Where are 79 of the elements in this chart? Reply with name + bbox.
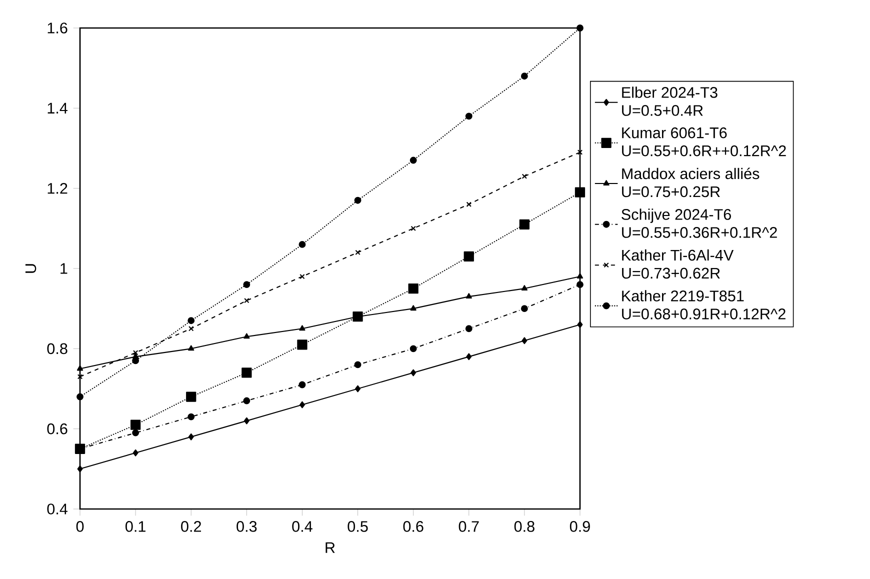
x-tick-label: 0.8 [514, 521, 534, 532]
point [188, 433, 194, 440]
point [410, 369, 416, 376]
point [132, 429, 140, 436]
point [466, 202, 472, 207]
point [76, 365, 84, 371]
x-tick-label: 0.1 [126, 521, 146, 532]
point [299, 325, 306, 331]
x-tick-label: 0.2 [181, 521, 201, 532]
point [576, 281, 584, 288]
point [521, 285, 528, 291]
x-axis-title: R [326, 542, 335, 553]
y-tick-label: 1.6 [48, 22, 68, 34]
point [132, 350, 138, 356]
point [577, 150, 583, 155]
point [244, 298, 250, 304]
point [244, 417, 250, 424]
point [298, 381, 306, 388]
y-tick-label: 0.4 [47, 504, 68, 514]
y-tick-label: 1.2 [48, 182, 68, 194]
y-tick-label: 0.8 [47, 343, 68, 354]
x-tick-label: 0 [76, 521, 84, 532]
point [410, 345, 417, 352]
point [522, 174, 528, 179]
point [574, 187, 586, 198]
point [297, 340, 308, 350]
legend-label: Kather 2219-T851 U=0.68+0.91R+0.12R^2 [622, 290, 786, 320]
y-tick-label: 1.4 [48, 102, 68, 114]
point [188, 345, 194, 351]
point [408, 283, 418, 294]
legend-label: Schijve 2024-T6 U=0.55+0.36R+0.1R^2 [622, 208, 777, 238]
legend-label: Kumar 6061-T6 U=0.55+0.6R++0.12R^2 [622, 127, 786, 156]
legend-label: Kather Ti-6Al-4V U=0.73+0.62R [622, 249, 734, 279]
x-tick-label: 0.3 [236, 521, 257, 532]
point [243, 397, 250, 404]
point [576, 24, 584, 32]
point [466, 293, 472, 299]
y-tick-label: 0.6 [47, 423, 68, 434]
point [188, 317, 195, 324]
point [466, 353, 472, 360]
point [519, 219, 530, 230]
point [577, 321, 583, 328]
point [355, 250, 360, 256]
point [465, 112, 472, 120]
x-tick-label: 0.6 [403, 521, 424, 532]
point [77, 465, 83, 472]
point [186, 392, 196, 402]
point [522, 337, 528, 344]
x-tick-label: 0.7 [458, 521, 479, 532]
point [243, 281, 250, 288]
point [354, 196, 362, 204]
point [576, 273, 584, 279]
point [77, 374, 83, 380]
point [132, 449, 138, 456]
point [242, 368, 252, 378]
x-tick-label: 0.4 [292, 521, 312, 532]
point [298, 240, 306, 248]
point [354, 361, 362, 368]
point [520, 72, 528, 80]
point [299, 401, 305, 408]
point [520, 305, 528, 312]
point [355, 385, 361, 392]
legend-label: Maddox aciers alliés U=0.75+0.25R [622, 168, 760, 198]
legend-label: Elber 2024-T3 U=0.5+0.4R [622, 86, 718, 116]
point [76, 393, 84, 400]
point [410, 226, 416, 232]
point [130, 420, 141, 430]
x-tick-label: 0.5 [348, 521, 368, 532]
point [410, 156, 417, 164]
point [244, 333, 250, 339]
x-tick-label: 0.9 [570, 521, 590, 532]
point [410, 305, 416, 311]
point [188, 326, 194, 332]
y-axis-title: U [25, 264, 36, 273]
point [300, 274, 305, 280]
point [465, 325, 472, 332]
point [464, 251, 474, 262]
y-tick-label: 1 [60, 263, 68, 274]
point [188, 413, 195, 420]
